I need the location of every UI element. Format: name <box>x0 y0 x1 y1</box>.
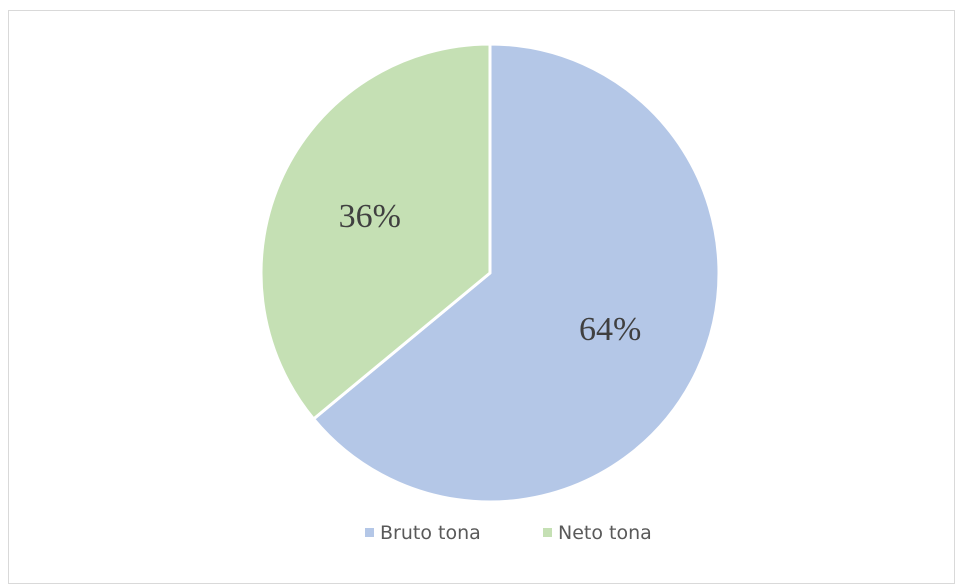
pie-slice-2 <box>259 42 492 421</box>
pie-slice-1 <box>312 42 721 504</box>
data-label-2: 36% <box>339 198 401 235</box>
legend-swatch-2 <box>543 528 552 537</box>
legend: Bruto tona Neto tona <box>365 522 652 544</box>
legend-swatch-1 <box>365 528 374 537</box>
pie-slices <box>259 42 721 504</box>
data-labels: 64% 36% <box>339 198 642 348</box>
data-label-1: 64% <box>579 311 641 348</box>
legend-label-2: Neto tona <box>558 522 652 544</box>
legend-label-1: Bruto tona <box>380 522 481 544</box>
